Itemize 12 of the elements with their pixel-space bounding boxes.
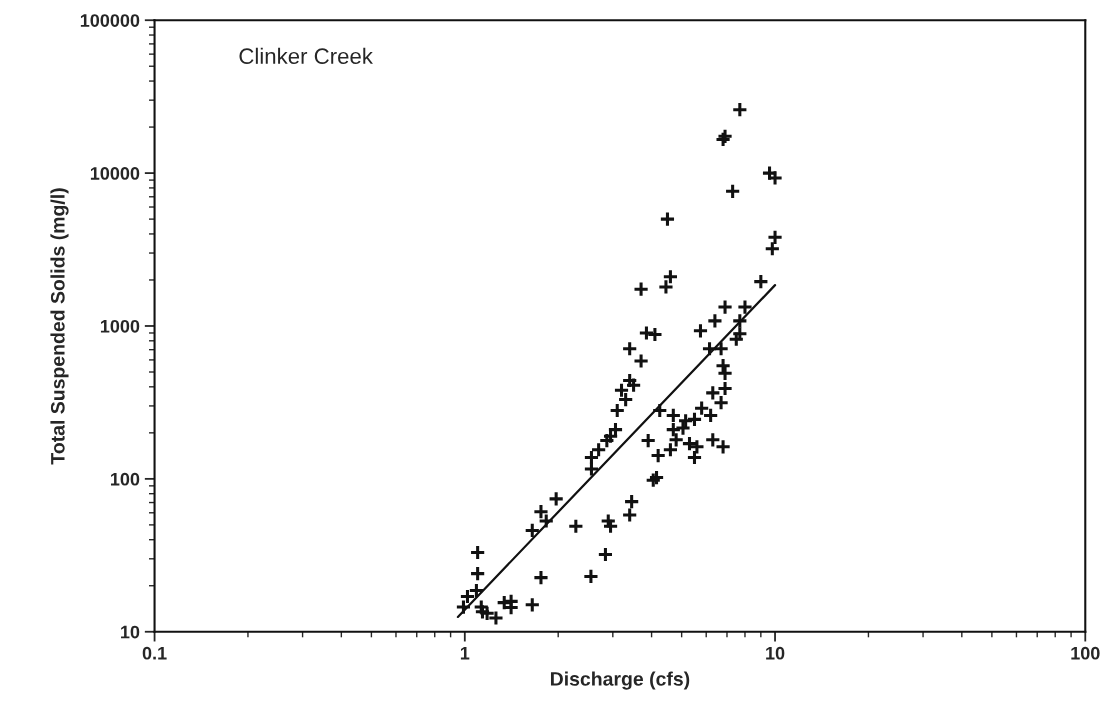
y-tick-label: 1000 [100, 319, 140, 333]
y-axis-title: Total Suspended Solids (mg/l) [50, 188, 69, 465]
y-tick-label: 10000 [90, 167, 140, 180]
x-tick-label: 10 [766, 646, 785, 660]
y-tick-label: 100 [110, 472, 140, 486]
x-tick-label: 100 [1071, 646, 1100, 660]
x-tick-label: 0.1 [142, 646, 167, 660]
x-tick-label: 1 [460, 647, 470, 660]
x-axis-title: Discharge (cfs) [550, 671, 690, 690]
y-tick-label: 10 [121, 625, 140, 639]
y-tick-label: 100000 [80, 14, 140, 27]
annotation: Clinker Creek [239, 47, 373, 65]
